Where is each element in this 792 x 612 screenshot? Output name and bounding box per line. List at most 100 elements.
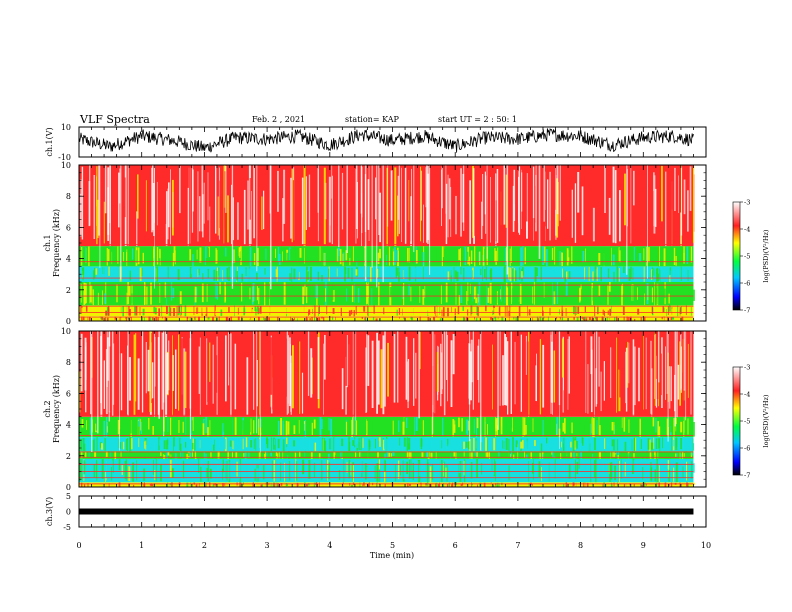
spectrogram-streak xyxy=(662,306,664,313)
spectrogram-streak xyxy=(282,198,284,242)
spectrogram-streak xyxy=(554,266,557,275)
spectrogram-streak xyxy=(410,251,413,265)
spectrogram-streak xyxy=(296,482,299,487)
spectrogram-streak xyxy=(388,421,391,436)
spectrogram-streak xyxy=(218,267,219,276)
spectrogram-streak xyxy=(236,270,238,281)
spectrogram-streak xyxy=(289,273,291,281)
spectrogram-streak xyxy=(463,316,465,321)
spectrogram-streak xyxy=(121,465,123,475)
spectrogram-streak xyxy=(321,483,324,487)
spectrogram-streak xyxy=(158,451,160,459)
spectrogram-streak xyxy=(275,438,276,451)
spectrogram-streak xyxy=(282,439,285,452)
spectrogram-streak xyxy=(529,267,531,282)
spectrogram-streak xyxy=(343,459,345,482)
spectrogram-streak xyxy=(484,269,486,278)
spectrogram-streak xyxy=(235,452,238,458)
spectrogram-streak xyxy=(410,452,412,459)
spectrogram-streak xyxy=(288,341,289,414)
spectrogram-streak xyxy=(487,287,490,303)
spectrogram-streak xyxy=(466,316,468,320)
spectrogram-streak xyxy=(266,451,268,457)
spectrogram-streak xyxy=(423,204,424,243)
spectrogram-streak xyxy=(105,310,108,316)
spectrogram-streak xyxy=(602,439,605,447)
spectrogram-streak xyxy=(236,305,239,317)
y-tick-label: -5 xyxy=(63,523,71,532)
spectrogram-streak xyxy=(207,317,210,320)
spectrogram-streak xyxy=(530,452,532,459)
spectrogram-streak xyxy=(369,331,372,384)
spectrogram-streak xyxy=(344,266,346,282)
spectrogram-streak xyxy=(373,452,375,457)
spectrogram-streak xyxy=(581,186,584,236)
spectrogram-streak xyxy=(87,316,89,321)
spectrogram-streak xyxy=(349,175,350,246)
spectrogram-streak xyxy=(370,266,372,282)
spectrogram-streak xyxy=(313,419,316,429)
spectrogram-streak xyxy=(189,317,191,321)
spectrogram-streak xyxy=(182,421,184,433)
spectrogram-streak xyxy=(522,246,524,266)
spectrogram-streak xyxy=(180,305,182,315)
spectrogram-streak xyxy=(216,437,218,449)
spectrogram-streak xyxy=(533,166,534,241)
spectrogram-streak xyxy=(92,289,94,306)
spectrogram-streak xyxy=(598,452,601,459)
spectrogram-streak xyxy=(436,247,437,262)
spectrogram-streak xyxy=(277,438,280,449)
spectrogram-streak xyxy=(410,196,412,246)
spectrogram-streak xyxy=(566,438,569,451)
spectrogram-streak xyxy=(591,349,593,413)
spectrogram-streak xyxy=(373,465,375,479)
spectrogram-streak xyxy=(256,272,258,280)
spectrogram-streak xyxy=(194,316,196,320)
spectrogram-streak xyxy=(367,306,369,317)
spectrogram-streak xyxy=(680,335,681,391)
spectrogram-streak xyxy=(633,247,635,261)
spectrogram-streak xyxy=(105,317,106,321)
spectrogram-streak xyxy=(101,290,103,305)
spectrogram-streak xyxy=(182,451,184,459)
burst-streak xyxy=(317,165,319,213)
burst-streak xyxy=(445,165,447,214)
spectrogram-streak xyxy=(625,317,627,321)
spectrogram-streak xyxy=(323,317,325,321)
spectrogram-streak xyxy=(270,337,273,395)
spectrogram-streak xyxy=(538,461,541,478)
spectrogram-streak xyxy=(455,195,457,235)
spectrogram-streak xyxy=(82,459,84,481)
spectrogram-streak xyxy=(402,483,405,487)
spectrogram-streak xyxy=(175,443,176,450)
spectrogram-streak xyxy=(184,459,187,482)
spectrogram-streak xyxy=(574,183,577,243)
spectrogram-streak xyxy=(397,460,400,480)
spectrogram-streak xyxy=(503,267,505,282)
spectrogram-streak xyxy=(132,462,135,482)
spectrogram-streak xyxy=(541,467,542,482)
spectrogram-streak xyxy=(97,292,99,305)
spectrogram-streak xyxy=(221,246,222,261)
spectrogram-streak xyxy=(369,482,370,487)
spectrogram-streak xyxy=(572,459,574,471)
spectrogram-streak xyxy=(458,463,461,474)
spectrogram-streak xyxy=(525,284,527,299)
spectrogram-streak xyxy=(614,465,616,481)
spectrogram-streak xyxy=(447,246,449,266)
spectrogram-streak xyxy=(224,483,226,486)
spectrogram-streak xyxy=(89,282,91,304)
spectrogram-streak xyxy=(272,331,274,410)
spectrogram-streak xyxy=(430,452,433,459)
spectrogram-streak xyxy=(278,169,281,237)
spectrogram-streak xyxy=(329,177,331,226)
spectrogram-streak xyxy=(508,305,511,317)
spectrogram-streak xyxy=(277,247,279,262)
spectrogram-streak xyxy=(510,482,511,487)
spectrogram-streak xyxy=(321,248,323,267)
spectrogram-streak xyxy=(676,317,678,321)
spectrogram-streak xyxy=(609,282,611,292)
spectrogram-streak xyxy=(302,459,305,475)
spectrogram-streak xyxy=(380,282,382,305)
spectrogram-streak xyxy=(613,451,615,458)
